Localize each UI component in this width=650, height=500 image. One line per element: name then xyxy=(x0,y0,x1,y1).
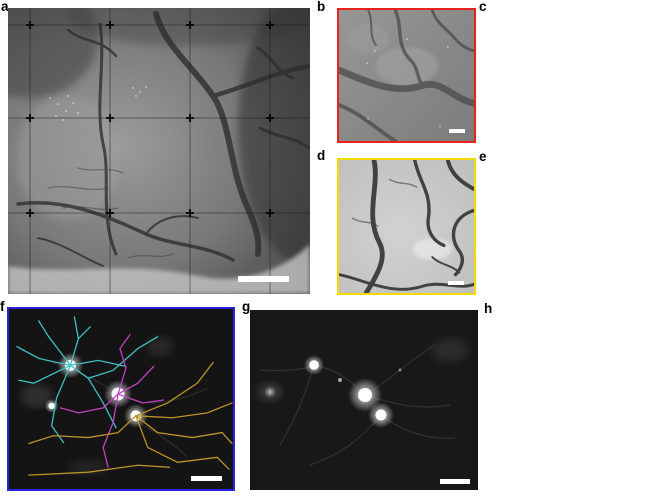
panel-a-widefield-image xyxy=(8,8,310,294)
reference-grid xyxy=(8,8,310,294)
chart-panel-h-traces xyxy=(478,300,650,500)
panel-f-annotations xyxy=(9,309,233,489)
panel-label-g: g xyxy=(242,299,251,314)
cortex-vessel-art xyxy=(8,8,310,294)
scale-bar xyxy=(191,475,223,481)
panel-f-traced-neurons-image xyxy=(7,307,235,491)
vessel-art-d xyxy=(339,160,474,293)
scale-bar xyxy=(238,275,290,282)
chart-panel-e-traces xyxy=(455,150,650,300)
panel-label-e: e xyxy=(479,149,487,164)
panel-label-c: c xyxy=(479,0,487,14)
fluorescence-art-g xyxy=(250,310,478,490)
panel-label-d: d xyxy=(317,148,326,163)
scale-bar xyxy=(439,479,471,485)
panel-label-h: h xyxy=(484,301,493,316)
grid-cross-markers xyxy=(26,21,274,217)
chart-panel-c-traces xyxy=(455,0,650,150)
scale-bar xyxy=(447,281,465,286)
panel-g-roi-image xyxy=(250,310,478,490)
panel-b-inset-image xyxy=(337,8,476,143)
dendrite-trace-magenta xyxy=(59,334,165,468)
panel-b-annotations xyxy=(339,10,474,141)
vessel-art-b xyxy=(339,10,474,141)
neuron-tracing-art xyxy=(9,309,233,489)
panel-d-annotations xyxy=(339,160,474,293)
panel-label-f: f xyxy=(0,299,5,314)
dendrite-trace-cyan xyxy=(16,316,159,444)
panel-g-annotations xyxy=(250,310,478,490)
panel-d-inset-image xyxy=(337,158,476,295)
panel-label-a: a xyxy=(1,0,9,14)
panel-a-annotations xyxy=(8,8,310,294)
vessels-a xyxy=(16,11,310,267)
dendrite-trace-gold xyxy=(28,361,233,476)
panel-label-b: b xyxy=(317,0,326,14)
scale-bar xyxy=(448,129,466,134)
cell-speckles xyxy=(49,86,147,121)
